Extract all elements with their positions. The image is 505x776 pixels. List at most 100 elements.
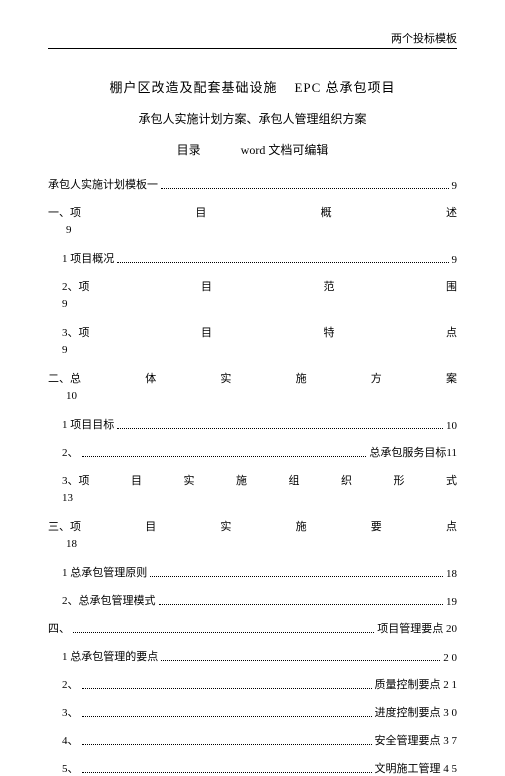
- toc-spread-char: 特: [324, 324, 335, 340]
- toc-entry-spread: 三、项 目 实 施 要 点: [48, 518, 457, 534]
- toc-label: 2、总承包管理模式: [62, 592, 156, 608]
- toc-spread-char: 实: [184, 472, 195, 488]
- toc-entry-spread: 3、项 目 特 点: [62, 324, 457, 340]
- toc-page: 9: [452, 254, 458, 266]
- doc-title-line1: 棚户区改造及配套基础设施 EPC 总承包项目: [48, 77, 457, 96]
- toc-entry: 2、 总承包服务目标11: [62, 444, 457, 460]
- dot-leader: [82, 688, 372, 689]
- dot-leader: [82, 716, 372, 717]
- toc-label: 1 总承包管理的要点: [62, 648, 158, 664]
- toc-spread-char: 方: [371, 370, 382, 386]
- toc-entry-spread: 一、项 目 概 述: [48, 204, 457, 220]
- toc-heading: 目录: [177, 141, 201, 158]
- toc-spread-char: 点: [446, 324, 457, 340]
- toc-label: 四、: [48, 620, 70, 636]
- toc-entry: 1 总承包管理的要点 2 0: [62, 648, 457, 664]
- toc-spread-char: 目: [201, 324, 212, 340]
- toc-spread-char: 二、总: [48, 370, 81, 386]
- dot-leader: [117, 262, 448, 263]
- dot-leader: [161, 188, 449, 189]
- toc-label: 1 总承包管理原则: [62, 564, 147, 580]
- toc-entry: 1 项目目标 10: [62, 416, 457, 432]
- toc-spread-char: 施: [236, 472, 247, 488]
- dot-leader: [161, 660, 440, 661]
- toc-entry: 承包人实施计划模板一 9: [48, 176, 457, 192]
- toc-spread-char: 一、项: [48, 204, 81, 220]
- toc-entry: 1 总承包管理原则 18: [62, 564, 457, 580]
- toc-entry: 2、 质量控制要点 2 1: [62, 676, 457, 692]
- toc-entry: 4、 安全管理要点 3 7: [62, 732, 457, 748]
- toc-label: 1 项目目标: [62, 416, 114, 432]
- toc-page-sub: 9: [62, 344, 457, 356]
- toc-label: 承包人实施计划模板一: [48, 176, 158, 192]
- toc-label: 2、: [62, 444, 79, 460]
- toc-spread-char: 围: [446, 278, 457, 294]
- toc-page: 10: [446, 420, 457, 432]
- toc-spread-char: 案: [446, 370, 457, 386]
- toc-spread-char: 述: [446, 204, 457, 220]
- title-part-a: 棚户区改造及配套基础设施: [109, 80, 277, 95]
- toc-page: 质量控制要点 2 1: [375, 676, 458, 692]
- toc-page-sub: 9: [62, 298, 457, 310]
- toc-spread-char: 3、项: [62, 472, 90, 488]
- toc-label: 5、: [62, 760, 79, 776]
- toc-spread-char: 概: [321, 204, 332, 220]
- dot-leader: [73, 632, 374, 633]
- toc-entry: 3、 进度控制要点 3 0: [62, 704, 457, 720]
- editable-note: word 文档可编辑: [241, 141, 329, 158]
- dot-leader: [82, 456, 367, 457]
- toc-page-sub: 10: [66, 390, 457, 402]
- toc-page: 安全管理要点 3 7: [375, 732, 458, 748]
- toc-spread-char: 实: [220, 370, 231, 386]
- toc-spread-char: 3、项: [62, 324, 90, 340]
- toc-page-sub: 9: [66, 224, 457, 236]
- toc-spread-char: 施: [296, 518, 307, 534]
- toc-spread-char: 组: [289, 472, 300, 488]
- toc-page-sub: 13: [62, 492, 457, 504]
- toc-entry-spread: 二、总 体 实 施 方 案: [48, 370, 457, 386]
- toc-spread-char: 目: [145, 518, 156, 534]
- toc-spread-char: 形: [394, 472, 405, 488]
- toc-page: 文明施工管理 4 5: [375, 760, 458, 776]
- toc-page: 总承包服务目标11: [369, 444, 457, 460]
- toc-label: 2、: [62, 676, 79, 692]
- dot-leader: [82, 772, 372, 773]
- toc-entry: 四、 项目管理要点 20: [48, 620, 457, 636]
- toc-entry-spread: 2、项 目 范 围: [62, 278, 457, 294]
- toc-page: 进度控制要点 3 0: [375, 704, 458, 720]
- toc-spread-char: 目: [201, 278, 212, 294]
- toc-spread-char: 施: [296, 370, 307, 386]
- toc-spread-char: 目: [131, 472, 142, 488]
- dot-leader: [117, 428, 443, 429]
- dot-leader: [159, 604, 444, 605]
- toc-page: 2 0: [443, 652, 457, 664]
- toc-spread-char: 范: [324, 278, 335, 294]
- toc-spread-char: 式: [446, 472, 457, 488]
- toc-label: 4、: [62, 732, 79, 748]
- dot-leader: [150, 576, 443, 577]
- toc-entry: 2、总承包管理模式 19: [62, 592, 457, 608]
- toc-label: 3、: [62, 704, 79, 720]
- dot-leader: [82, 744, 372, 745]
- doc-title-line2: 承包人实施计划方案、承包人管理组织方案: [48, 110, 457, 127]
- toc-entry-spread: 3、项 目 实 施 组 织 形 式: [62, 472, 457, 488]
- toc-spread-char: 织: [341, 472, 352, 488]
- title-part-b: EPC 总承包项目: [294, 80, 395, 95]
- toc-entry: 5、 文明施工管理 4 5: [62, 760, 457, 776]
- toc-page-sub: 18: [66, 538, 457, 550]
- toc-spread-char: 2、项: [62, 278, 90, 294]
- toc-page: 项目管理要点 20: [377, 620, 457, 636]
- toc-page: 19: [446, 596, 457, 608]
- toc-page: 9: [452, 180, 458, 192]
- toc-spread-char: 三、项: [48, 518, 81, 534]
- toc-heading-row: 目录 word 文档可编辑: [48, 141, 457, 158]
- toc-spread-char: 点: [446, 518, 457, 534]
- toc-page: 18: [446, 568, 457, 580]
- toc-label: 1 项目概况: [62, 250, 114, 266]
- toc-entry: 1 项目概况 9: [62, 250, 457, 266]
- toc-spread-char: 实: [220, 518, 231, 534]
- toc-spread-char: 要: [371, 518, 382, 534]
- toc-spread-char: 体: [145, 370, 156, 386]
- page-header-label: 两个投标模板: [48, 30, 457, 49]
- toc-spread-char: 目: [195, 204, 206, 220]
